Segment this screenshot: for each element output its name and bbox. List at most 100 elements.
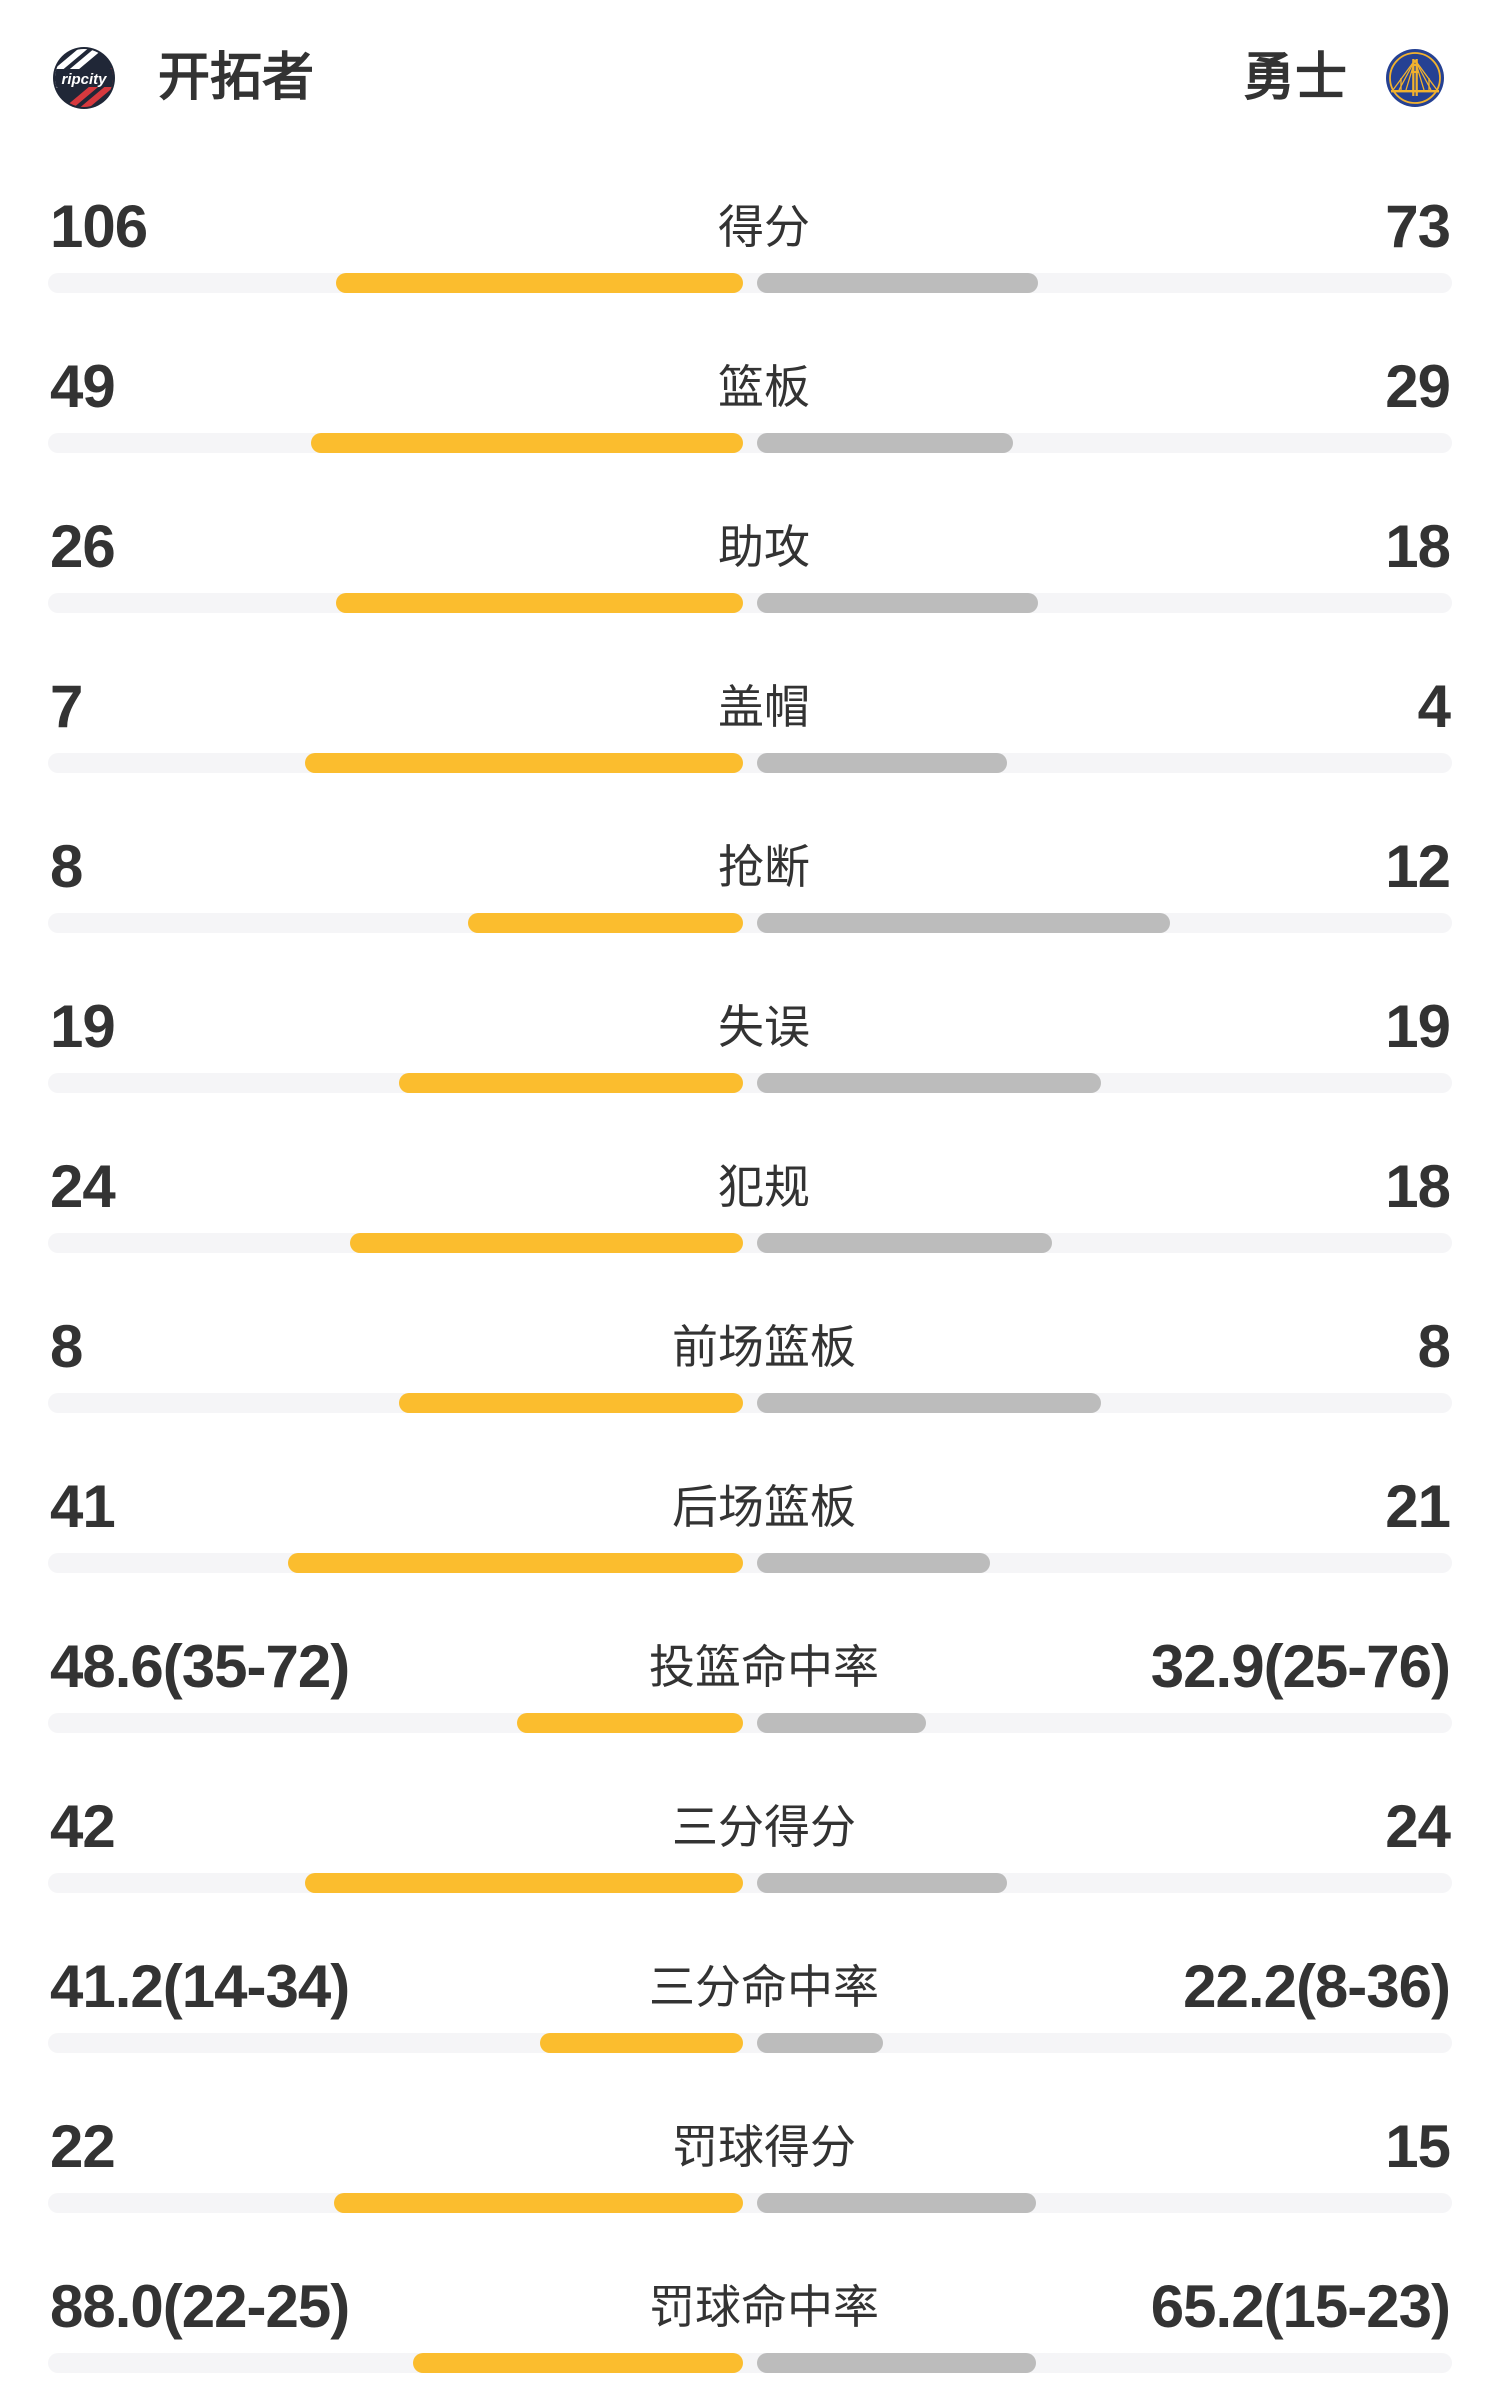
home-bar [311, 433, 743, 453]
bar-track [48, 2353, 1452, 2373]
away-bar [757, 273, 1038, 293]
home-bar [305, 753, 743, 773]
home-value: 8 [50, 833, 83, 900]
bar-track [48, 753, 1452, 773]
stat-row: 88.0(22-25) 罚球命中率 65.2(15-23) [0, 2227, 1500, 2387]
stat-row: 19 失误 19 [0, 947, 1500, 1107]
away-value: 18 [1385, 513, 1451, 580]
stat-label: 得分 [718, 201, 810, 253]
away-bar [757, 1553, 990, 1573]
home-value: 41 [50, 1473, 116, 1540]
stat-row: 106 得分 73 [0, 147, 1500, 307]
stat-row: 8 前场篮板 8 [0, 1267, 1500, 1427]
home-value: 42 [50, 1793, 116, 1860]
home-value: 26 [50, 513, 116, 580]
away-value: 73 [1385, 193, 1451, 260]
away-bar [757, 1233, 1052, 1253]
away-value: 65.2(15-23) [1150, 2273, 1451, 2340]
away-bar [757, 433, 1013, 453]
stat-row: 22 罚球得分 15 [0, 2067, 1500, 2227]
away-bar [757, 2353, 1036, 2373]
away-team: 勇士 [1243, 38, 1445, 118]
stat-row: 7 盖帽 4 [0, 627, 1500, 787]
away-team-name: 勇士 [1242, 49, 1347, 107]
blazers-logo-text: ripcity [61, 71, 107, 88]
home-team: ripcity 开拓者 [48, 38, 314, 118]
away-bar [757, 1073, 1101, 1093]
bar-track [48, 2193, 1452, 2213]
stat-label: 抢断 [718, 841, 810, 893]
away-bar [757, 1393, 1101, 1413]
bar-track [48, 1713, 1452, 1733]
stat-row: 26 助攻 18 [0, 467, 1500, 627]
stat-label: 失误 [718, 1001, 810, 1053]
stat-label: 三分得分 [672, 1801, 856, 1853]
stat-row: 48.6(35-72) 投篮命中率 32.9(25-76) [0, 1587, 1500, 1747]
home-bar [468, 913, 743, 933]
away-value: 8 [1417, 1313, 1451, 1380]
home-bar [350, 1233, 743, 1253]
away-value: 15 [1385, 2113, 1451, 2180]
home-bar [399, 1393, 743, 1413]
bar-track [48, 273, 1452, 293]
home-value: 7 [50, 673, 83, 740]
bar-track [48, 2033, 1452, 2053]
stat-label: 投篮命中率 [649, 1641, 879, 1693]
bar-track [48, 593, 1452, 613]
bar-track [48, 1233, 1452, 1253]
home-team-name: 开拓者 [158, 49, 315, 107]
stat-row: 24 犯规 18 [0, 1107, 1500, 1267]
home-bar [540, 2033, 743, 2053]
stat-label: 犯规 [718, 1161, 810, 1213]
away-value: 4 [1417, 673, 1451, 740]
home-value: 19 [50, 993, 116, 1060]
home-value: 106 [50, 193, 148, 260]
bar-track [48, 1553, 1452, 1573]
home-bar [288, 1553, 743, 1573]
home-value: 8 [50, 1313, 83, 1380]
away-bar [757, 753, 1007, 773]
stat-label: 篮板 [718, 361, 810, 413]
away-value: 32.9(25-76) [1150, 1633, 1451, 1700]
away-value: 12 [1385, 833, 1451, 900]
stat-row: 49 篮板 29 [0, 307, 1500, 467]
home-bar [334, 2193, 743, 2213]
bar-track [48, 1873, 1452, 1893]
stat-label: 罚球命中率 [649, 2281, 879, 2333]
home-bar [413, 2353, 743, 2373]
warriors-logo-disc [1386, 49, 1444, 107]
trail-blazers-ripcity-logo: ripcity [53, 47, 115, 109]
match-stats-header: ripcity 开拓者 勇士 [48, 38, 1445, 118]
stat-label: 后场篮板 [672, 1481, 856, 1533]
bar-track [48, 433, 1452, 453]
warriors-bridge-logo [1386, 49, 1444, 107]
home-value: 88.0(22-25) [50, 2273, 350, 2340]
away-value: 29 [1385, 353, 1451, 420]
away-value: 19 [1385, 993, 1451, 1060]
bar-track [48, 1393, 1452, 1413]
stat-label: 盖帽 [718, 681, 810, 733]
home-value: 48.6(35-72) [50, 1633, 350, 1700]
stat-row: 41.2(14-34) 三分命中率 22.2(8-36) [0, 1907, 1500, 2067]
bar-track [48, 913, 1452, 933]
home-value: 24 [50, 1153, 116, 1220]
home-bar [305, 1873, 743, 1893]
home-bar [336, 273, 743, 293]
away-bar [757, 1713, 926, 1733]
away-bar [757, 1873, 1007, 1893]
stat-row: 42 三分得分 24 [0, 1747, 1500, 1907]
away-bar [757, 2193, 1036, 2213]
away-value: 22.2(8-36) [1183, 1953, 1451, 2020]
home-bar [399, 1073, 743, 1093]
stat-label: 助攻 [718, 521, 810, 573]
stat-label: 前场篮板 [672, 1321, 856, 1373]
away-value: 21 [1385, 1473, 1451, 1540]
home-value: 22 [50, 2113, 116, 2180]
bar-track [48, 1073, 1452, 1093]
stat-row: 41 后场篮板 21 [0, 1427, 1500, 1587]
home-value: 49 [50, 353, 116, 420]
away-value: 18 [1385, 1153, 1451, 1220]
away-value: 24 [1385, 1793, 1451, 1860]
away-bar [757, 593, 1038, 613]
home-value: 41.2(14-34) [50, 1953, 350, 2020]
